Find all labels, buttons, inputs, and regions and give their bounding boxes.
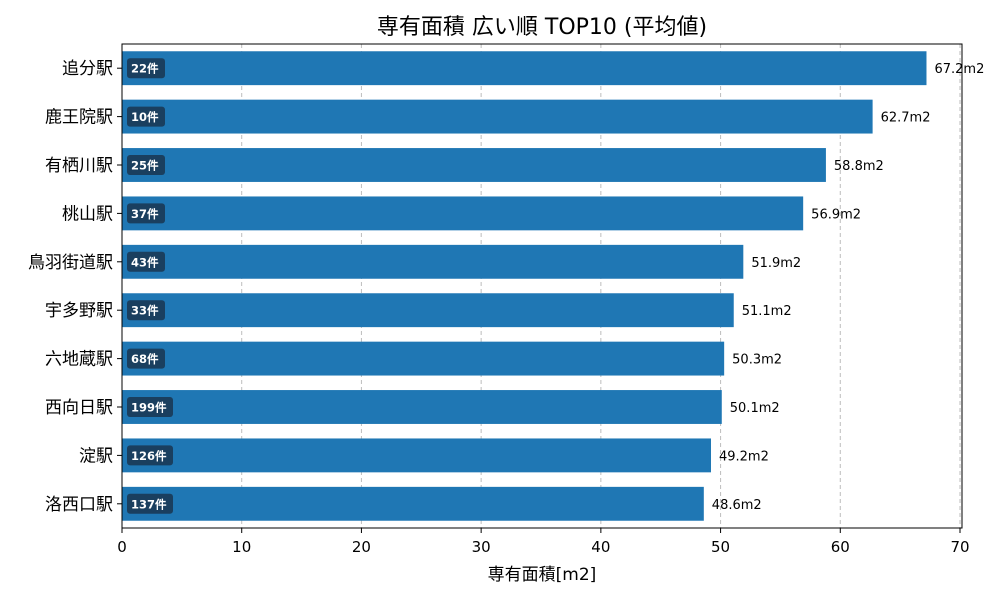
value-label: 49.2m2 [719,449,769,464]
count-label: 10件 [131,110,159,124]
count-badge [127,348,165,369]
value-label: 56.9m2 [811,207,861,222]
value-labels-group: 67.2m2 62.7m2 58.8m2 56.9m2 51.9m2 51.1m2 50.3… [712,62,985,513]
chart-title: 専有面積 広い順 TOP10 (平均値) [377,15,707,40]
bar [122,244,744,279]
value-label: 67.2m2 [934,62,984,77]
category-label: 宇多野駅 [45,301,113,321]
x-tick-label: 60 [831,538,850,556]
category-label: 淀駅 [79,446,113,466]
x-tick-label: 70 [950,538,969,556]
value-label: 51.9m2 [751,256,801,271]
count-badge [127,493,173,514]
category-label: 西向日駅 [45,398,113,418]
x-tick-label: 0 [117,538,127,556]
bar [122,438,711,473]
count-badge [127,58,165,79]
x-tick-label: 20 [352,538,371,556]
value-label: 51.1m2 [742,304,792,319]
plot-frame [121,43,963,529]
count-label: 22件 [131,62,159,76]
count-label: 199件 [131,401,167,415]
category-label: 鹿王院駅 [45,108,113,128]
bar [122,148,826,182]
count-badge [127,251,165,272]
count-badge [127,300,165,321]
bar [122,486,704,521]
x-tick-label: 40 [591,538,610,556]
bars-group [122,51,927,521]
count-badge [127,106,165,127]
count-badge [127,155,165,175]
category-label: 鳥羽街道駅 [28,253,113,273]
count-label: 33件 [131,304,159,318]
x-ticks-group: 0 10 20 30 40 50 60 70 [117,528,970,556]
bar [122,51,927,86]
x-axis-label: 専有面積[m2] [488,565,597,585]
value-label: 62.7m2 [881,111,931,126]
category-label: 桃山駅 [62,204,113,224]
value-label: 48.6m2 [712,498,762,513]
count-badge [127,203,165,224]
value-label: 50.1m2 [730,401,780,416]
value-label: 50.3m2 [732,353,782,368]
count-label: 37件 [131,207,159,221]
x-tick-label: 10 [232,538,251,556]
category-label: 六地蔵駅 [45,350,113,370]
x-tick-label: 50 [711,538,730,556]
category-label: 洛西口駅 [45,495,113,515]
bar [122,99,873,134]
count-label: 43件 [131,255,159,269]
x-tick-label: 30 [472,538,491,556]
count-label: 25件 [131,159,159,173]
bar [122,341,725,376]
count-badge [127,445,173,466]
bar [122,390,722,424]
bar [122,196,804,231]
count-label: 126件 [131,449,167,463]
value-label: 58.8m2 [834,159,884,174]
count-label: 137件 [131,497,167,511]
category-label: 追分駅 [62,59,113,79]
count-badge [127,397,173,417]
category-label: 有栖川駅 [45,156,113,176]
bar [122,293,734,328]
count-badges-group: 22件 10件 25件 37件 43件 33件 68件 199件 126件 137件 [127,58,173,514]
count-label: 68件 [131,352,159,366]
